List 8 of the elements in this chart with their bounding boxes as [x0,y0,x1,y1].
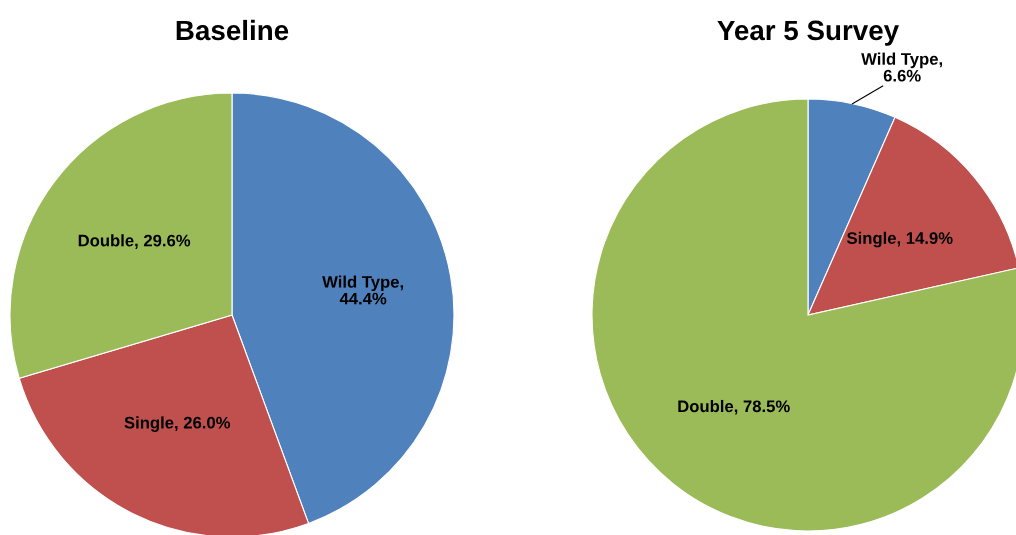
slice-label: Wild Type, 44.4% [322,275,404,305]
slice-label: Single, 26.0% [124,416,231,432]
slice-label: Double, 78.5% [678,399,790,415]
slice-label: Double, 29.6% [78,234,191,249]
chart-title: Year 5 Survey [717,20,899,46]
slice-label: Single, 14.9% [846,231,953,248]
chart-title: Baseline [176,19,289,41]
slice-label: Wild Type, 6.6% [861,52,943,82]
